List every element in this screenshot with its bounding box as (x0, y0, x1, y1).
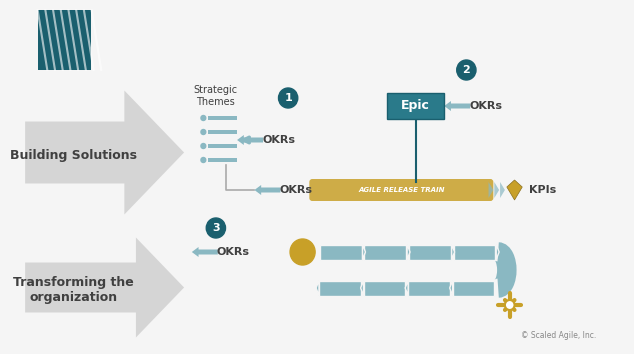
Text: Building Solutions: Building Solutions (10, 148, 137, 161)
FancyBboxPatch shape (363, 280, 405, 296)
FancyBboxPatch shape (208, 130, 237, 134)
Polygon shape (192, 247, 218, 257)
FancyBboxPatch shape (453, 280, 495, 296)
Circle shape (201, 115, 206, 120)
Polygon shape (489, 182, 493, 198)
Circle shape (201, 130, 206, 135)
Polygon shape (25, 238, 184, 337)
FancyBboxPatch shape (408, 280, 450, 296)
Polygon shape (363, 245, 365, 259)
Text: 2: 2 (462, 65, 470, 75)
Text: 1: 1 (284, 93, 292, 103)
Polygon shape (405, 280, 408, 296)
FancyBboxPatch shape (453, 245, 495, 259)
Text: OKRs: OKRs (217, 247, 250, 257)
Circle shape (201, 143, 206, 148)
FancyBboxPatch shape (37, 10, 91, 70)
Text: 3: 3 (212, 223, 220, 233)
FancyBboxPatch shape (365, 245, 406, 259)
FancyBboxPatch shape (319, 280, 361, 296)
FancyBboxPatch shape (309, 179, 493, 201)
Circle shape (456, 60, 476, 80)
FancyBboxPatch shape (320, 245, 361, 259)
Polygon shape (495, 182, 499, 198)
Text: © Scaled Agile, Inc.: © Scaled Agile, Inc. (521, 331, 597, 340)
Text: AGILE RELEASE TRAIN: AGILE RELEASE TRAIN (358, 187, 444, 193)
Polygon shape (407, 245, 410, 259)
FancyBboxPatch shape (208, 144, 237, 148)
Polygon shape (450, 280, 453, 296)
Text: Transforming the
organization: Transforming the organization (13, 276, 134, 304)
Polygon shape (451, 245, 455, 259)
Polygon shape (254, 185, 280, 195)
Circle shape (290, 239, 315, 265)
Text: KPIs: KPIs (529, 185, 556, 195)
Circle shape (505, 300, 515, 310)
Polygon shape (444, 101, 470, 111)
Circle shape (201, 158, 206, 162)
Polygon shape (507, 180, 522, 200)
FancyBboxPatch shape (387, 93, 444, 119)
Polygon shape (25, 91, 184, 215)
FancyBboxPatch shape (208, 116, 237, 120)
FancyBboxPatch shape (409, 245, 451, 259)
Circle shape (278, 88, 298, 108)
Polygon shape (361, 280, 363, 296)
Circle shape (206, 218, 226, 238)
FancyBboxPatch shape (208, 158, 237, 162)
Polygon shape (237, 135, 263, 145)
Text: OKRs: OKRs (469, 101, 502, 111)
Text: OKRs: OKRs (280, 185, 313, 195)
Text: OKRs: OKRs (262, 135, 295, 145)
Polygon shape (500, 182, 505, 198)
Text: Strategic
Themes: Strategic Themes (194, 85, 238, 107)
Polygon shape (496, 245, 499, 259)
Text: Epic: Epic (401, 99, 430, 113)
Polygon shape (316, 280, 319, 296)
